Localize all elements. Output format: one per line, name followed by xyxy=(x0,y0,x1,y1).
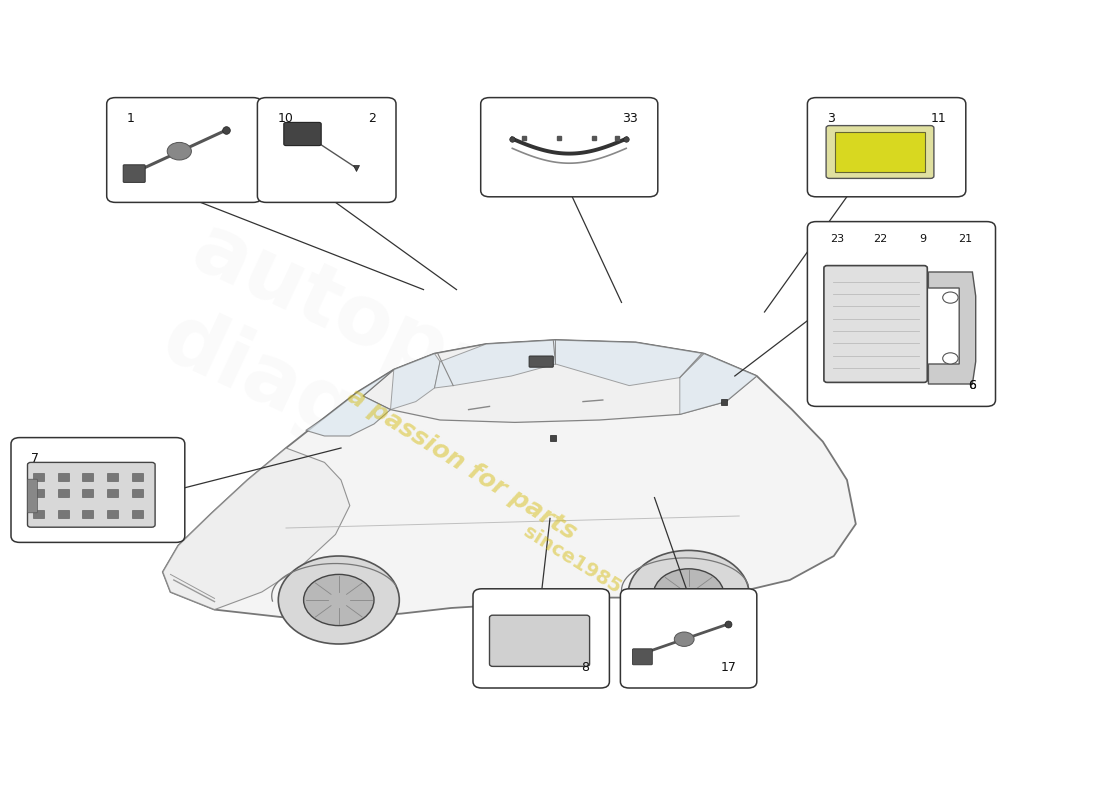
FancyBboxPatch shape xyxy=(807,98,966,197)
Circle shape xyxy=(628,550,749,638)
FancyBboxPatch shape xyxy=(28,479,37,513)
Bar xyxy=(33,473,44,481)
Bar xyxy=(108,489,119,497)
Bar xyxy=(108,473,119,481)
Text: 33: 33 xyxy=(623,112,638,125)
Bar xyxy=(108,510,119,518)
Circle shape xyxy=(943,292,958,303)
Polygon shape xyxy=(680,354,757,414)
Text: a passion for parts: a passion for parts xyxy=(343,383,581,545)
Polygon shape xyxy=(363,340,757,422)
Circle shape xyxy=(304,574,374,626)
FancyBboxPatch shape xyxy=(490,615,590,666)
FancyBboxPatch shape xyxy=(826,126,934,178)
Text: 22: 22 xyxy=(873,234,888,245)
Polygon shape xyxy=(163,448,350,610)
Text: 6: 6 xyxy=(968,379,976,392)
Text: 6: 6 xyxy=(968,379,976,392)
Circle shape xyxy=(167,142,191,160)
FancyBboxPatch shape xyxy=(824,266,927,382)
Text: 1: 1 xyxy=(126,112,134,125)
FancyBboxPatch shape xyxy=(529,356,553,367)
Polygon shape xyxy=(434,340,556,388)
Text: 2: 2 xyxy=(368,112,376,125)
Text: 17: 17 xyxy=(722,661,737,674)
Text: 9: 9 xyxy=(920,234,926,245)
Text: 3: 3 xyxy=(827,112,835,125)
Text: 23: 23 xyxy=(830,234,845,245)
Circle shape xyxy=(943,353,958,364)
FancyBboxPatch shape xyxy=(257,98,396,202)
Circle shape xyxy=(674,632,694,646)
FancyBboxPatch shape xyxy=(107,98,262,202)
FancyBboxPatch shape xyxy=(835,132,925,172)
Bar xyxy=(132,510,143,518)
FancyBboxPatch shape xyxy=(481,98,658,197)
Bar xyxy=(132,473,143,481)
Text: 21: 21 xyxy=(958,234,972,245)
FancyBboxPatch shape xyxy=(632,649,652,665)
Bar xyxy=(57,489,68,497)
Bar xyxy=(57,510,68,518)
Polygon shape xyxy=(306,370,394,436)
Text: 10: 10 xyxy=(277,112,293,125)
Bar xyxy=(82,473,94,481)
Text: since1985: since1985 xyxy=(519,522,625,598)
FancyBboxPatch shape xyxy=(11,438,185,542)
Polygon shape xyxy=(390,354,440,410)
FancyBboxPatch shape xyxy=(284,122,321,146)
FancyBboxPatch shape xyxy=(473,589,609,688)
Text: 11: 11 xyxy=(931,112,946,125)
FancyBboxPatch shape xyxy=(807,222,996,406)
Polygon shape xyxy=(556,340,704,386)
Circle shape xyxy=(278,556,399,644)
Polygon shape xyxy=(928,272,976,384)
Bar xyxy=(33,489,44,497)
Bar xyxy=(57,473,68,481)
Bar xyxy=(82,510,94,518)
Bar xyxy=(132,489,143,497)
FancyBboxPatch shape xyxy=(123,165,145,182)
FancyBboxPatch shape xyxy=(620,589,757,688)
Bar xyxy=(82,489,94,497)
FancyBboxPatch shape xyxy=(28,462,155,527)
Text: 7: 7 xyxy=(31,452,38,465)
Bar xyxy=(33,510,44,518)
Text: autoparts
diagrams: autoparts diagrams xyxy=(140,207,630,561)
Circle shape xyxy=(653,569,724,620)
Text: 8: 8 xyxy=(582,661,590,674)
Polygon shape xyxy=(163,340,856,618)
